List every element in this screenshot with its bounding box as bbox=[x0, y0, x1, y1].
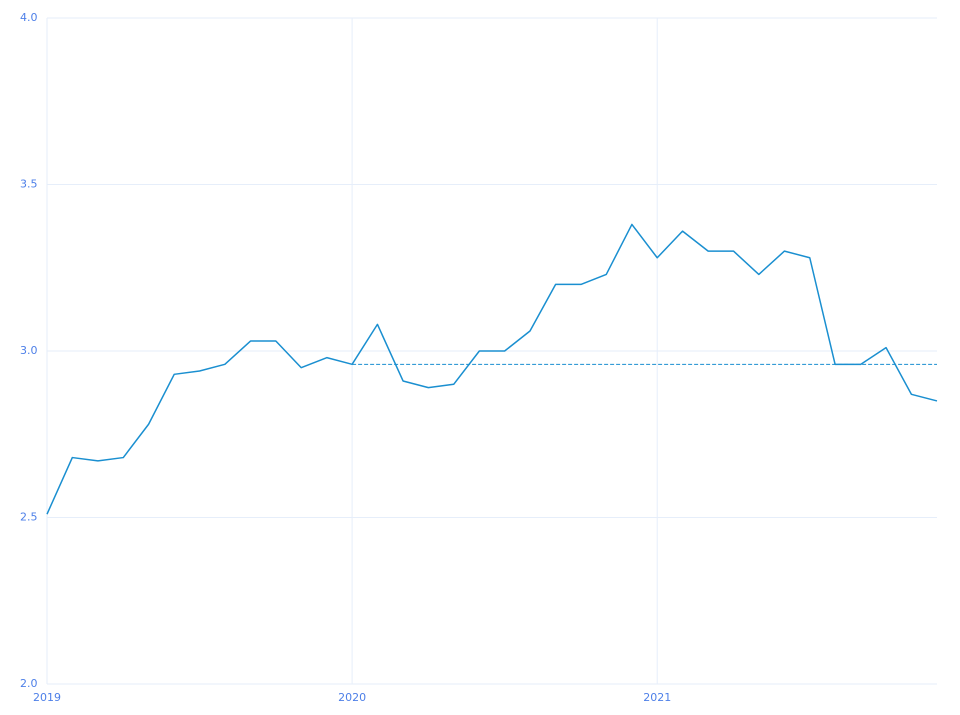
y-tick-label: 2.0 bbox=[20, 677, 38, 690]
y-tick-label: 2.5 bbox=[20, 511, 38, 524]
y-tick-label: 3.0 bbox=[20, 344, 38, 357]
x-tick-label: 2020 bbox=[338, 691, 366, 704]
x-tick-label: 2021 bbox=[643, 691, 671, 704]
x-tick-label: 2019 bbox=[33, 691, 61, 704]
y-tick-label: 4.0 bbox=[20, 11, 38, 24]
data-line bbox=[46, 223, 938, 515]
y-tick-label: 3.5 bbox=[20, 178, 38, 191]
